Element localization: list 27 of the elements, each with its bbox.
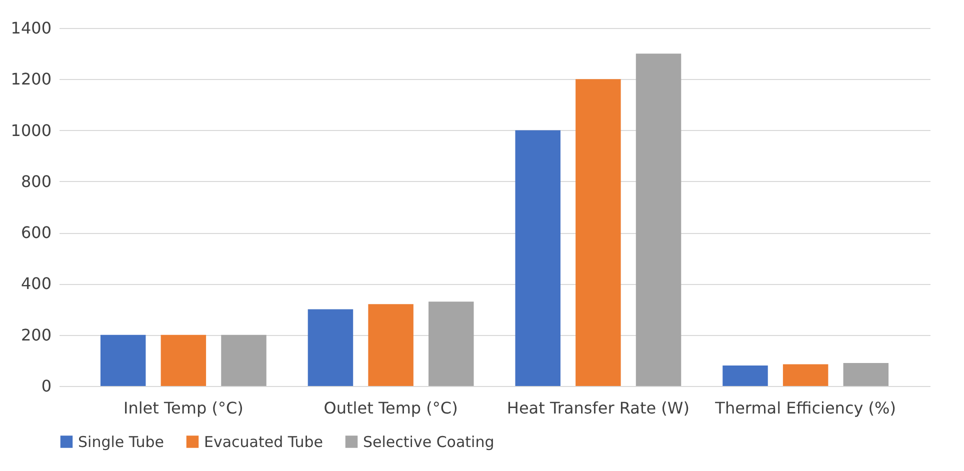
y-tick-label: 1000	[10, 120, 52, 140]
y-tick-label: 400	[20, 274, 52, 294]
x-tick-label: Heat Transfer Rate (W)	[506, 398, 690, 418]
bar	[160, 334, 206, 386]
y-tick-label: 800	[20, 172, 52, 191]
bar	[515, 130, 560, 386]
bar	[636, 54, 682, 386]
bar	[368, 304, 414, 386]
bar	[576, 79, 621, 386]
legend-label: Single Tube	[78, 432, 164, 451]
y-tick-label: 200	[20, 325, 52, 344]
x-tick-label: Inlet Temp (°C)	[123, 398, 244, 418]
bar	[843, 362, 889, 386]
bar	[782, 364, 828, 386]
x-tick-label: Outlet Temp (°C)	[324, 398, 458, 418]
y-tick-label: 1200	[10, 70, 52, 89]
legend-label: Selective Coating	[363, 432, 494, 451]
bar	[100, 334, 146, 386]
bar	[221, 334, 266, 386]
bar	[722, 366, 768, 386]
x-tick-label: Thermal Efficiency (%)	[714, 398, 896, 418]
y-tick-label: 0	[41, 376, 52, 396]
legend-label: Evacuated Tube	[204, 432, 324, 451]
bar	[308, 309, 354, 386]
y-tick-label: 600	[20, 223, 52, 242]
bar	[428, 302, 474, 386]
y-tick-label: 1400	[10, 18, 52, 38]
